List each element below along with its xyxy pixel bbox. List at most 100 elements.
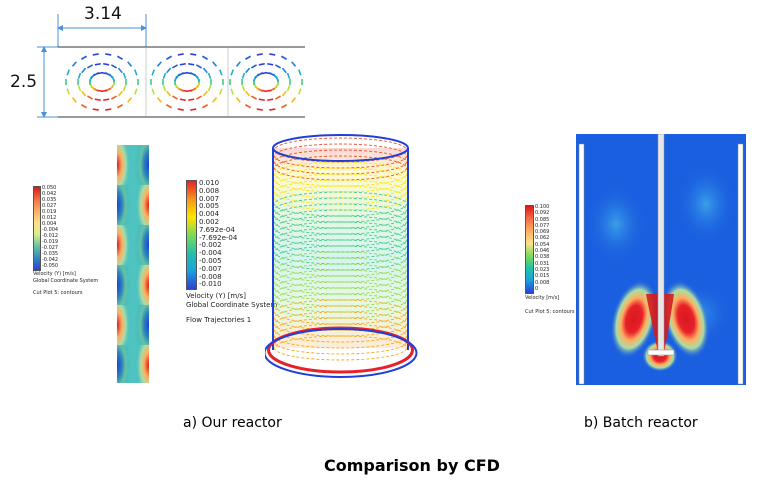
trajectory-ring [274, 239, 407, 265]
vortex-arrow [87, 95, 93, 100]
legend-tick-label: 0.012 [42, 215, 57, 221]
vortex-arrow [212, 97, 218, 103]
figure-title: Comparison by CFD [324, 456, 500, 475]
left-colorbar [33, 186, 41, 271]
legend-tick-label: 0.015 [535, 273, 550, 280]
vortex-arrow [286, 72, 291, 79]
vortex-arrow [77, 72, 82, 79]
legend-tick-label: 0.008 [535, 279, 550, 286]
middle-color-legend: 0.010 0.008 0.007 0.005 0.004 0.002 7.692e-04-… [186, 179, 278, 330]
legend-tick-label: 0.077 [535, 222, 550, 229]
vortex-arrow [256, 108, 263, 111]
vortex-arrow [134, 88, 138, 95]
vortex-arrow [87, 64, 93, 69]
legend-tick-label: -0.005 [199, 256, 222, 265]
reactor-trajectory-cylinder [265, 128, 425, 383]
vortex-arrow [281, 67, 287, 74]
vortex-cell-diagram [0, 0, 330, 125]
right-colorbar [525, 205, 534, 294]
vortex-arrow [117, 104, 123, 109]
trajectory-ring [274, 149, 407, 175]
middle-legend-coord: Global Coordinate System [186, 301, 278, 309]
vortex-arrow [251, 95, 257, 100]
vortex-arrow [251, 64, 257, 69]
vortex-arrow [196, 64, 202, 69]
contour-cell [117, 185, 133, 225]
trajectory-ring [274, 155, 407, 181]
vortex-arrow [94, 62, 101, 66]
vortex-arrow [212, 61, 218, 67]
vortex-arrow [298, 88, 302, 95]
vortex-arrow [269, 53, 276, 56]
vortex-arrow [105, 53, 112, 56]
middle-legend-ticks: 0.010 0.008 0.007 0.005 0.004 0.002 7.692e-04-… [199, 179, 237, 288]
legend-tick-label: 0.046 [535, 248, 550, 255]
vortex-arrow [156, 61, 162, 67]
vortex-arrow [117, 55, 123, 60]
vortex-arrow [105, 108, 112, 111]
vortex-arrow [258, 62, 265, 66]
vortex-arrow [267, 98, 274, 102]
trajectory-ring [274, 257, 407, 283]
vortex-arrow [281, 90, 287, 97]
vortex-arrow [103, 62, 110, 66]
vortex-arrow [81, 104, 87, 109]
right-color-legend: 0.100 0.092 0.085 0.077 0.069 0.062 0.054 0.046… [525, 204, 595, 320]
legend-tick-label: 0.005 [199, 202, 220, 211]
left-legend-coord: Global Coordinate System [33, 278, 99, 284]
vortex-arrow [127, 97, 133, 103]
vortex-arrow [111, 75, 116, 83]
contour-cell [117, 265, 133, 305]
vortex-arrow [281, 104, 287, 109]
legend-tick-label: 0.054 [535, 241, 550, 248]
legend-tick-label: 0.031 [535, 260, 550, 267]
vortex-arrow [281, 55, 287, 60]
legend-tick-label: 0.010 [199, 179, 220, 187]
vortex-arrow [172, 64, 178, 69]
vortex-arrow [202, 67, 208, 74]
caption-batch-reactor: b) Batch reactor [584, 415, 698, 431]
trajectory-ring [274, 203, 407, 229]
trajectory-ring [274, 281, 407, 307]
vortex-arrow [166, 90, 172, 97]
trajectory-ring [274, 221, 407, 247]
vortex-arrow [269, 108, 276, 111]
vortex-arrow [188, 98, 195, 102]
vortex-arrow [235, 97, 241, 103]
left-legend-ticks: 0.050 0.042 0.035 0.027 0.019 0.012 0.004 -0.00… [42, 185, 58, 269]
vortex-arrow [245, 90, 251, 97]
vortex-arrow [66, 88, 70, 95]
vortex-arrow [275, 64, 281, 69]
contour-cell [133, 265, 149, 305]
vortex-arrow [111, 64, 117, 69]
vortex-arrow [166, 67, 172, 74]
vortex-arrow [172, 95, 178, 100]
vortex-arrow [241, 72, 246, 79]
vortex-arrow [291, 61, 297, 67]
right-legend-ticks: 0.100 0.092 0.085 0.077 0.069 0.062 0.054 0.046… [535, 204, 549, 292]
vortex-arrow [117, 67, 123, 74]
vortex-arrow [202, 55, 208, 60]
left-legend-plot: Cut Plot 5: contours [33, 290, 83, 296]
contour-cell [133, 225, 149, 265]
legend-tick-label: -0.004 [199, 249, 222, 258]
vortex-arrow [188, 62, 195, 66]
vortex-arrow [71, 61, 77, 67]
vortex-arrow [286, 85, 291, 92]
trajectory-ring [274, 293, 407, 319]
middle-legend-plot: Flow Trajectories 1 [186, 316, 252, 324]
legend-tick-label: 0.019 [42, 209, 57, 215]
trajectory-ring [274, 185, 407, 211]
middle-legend-unit: Velocity (Y) [m/s] [186, 292, 246, 300]
vortex-arrow [256, 53, 263, 56]
legend-tick-label: -0.027 [42, 245, 59, 251]
trajectory-ring [274, 251, 407, 277]
legend-tick-label: 0.023 [535, 266, 550, 273]
vortex-arrow [291, 97, 297, 103]
vortex-arrow [151, 69, 155, 76]
legend-tick-label: -0.010 [199, 280, 222, 289]
contour-cell [117, 145, 133, 185]
legend-tick-label: 0.008 [199, 186, 220, 195]
right-legend-plot: Cut Plot 5: contours [525, 309, 575, 315]
vortex-arrow [134, 69, 138, 76]
